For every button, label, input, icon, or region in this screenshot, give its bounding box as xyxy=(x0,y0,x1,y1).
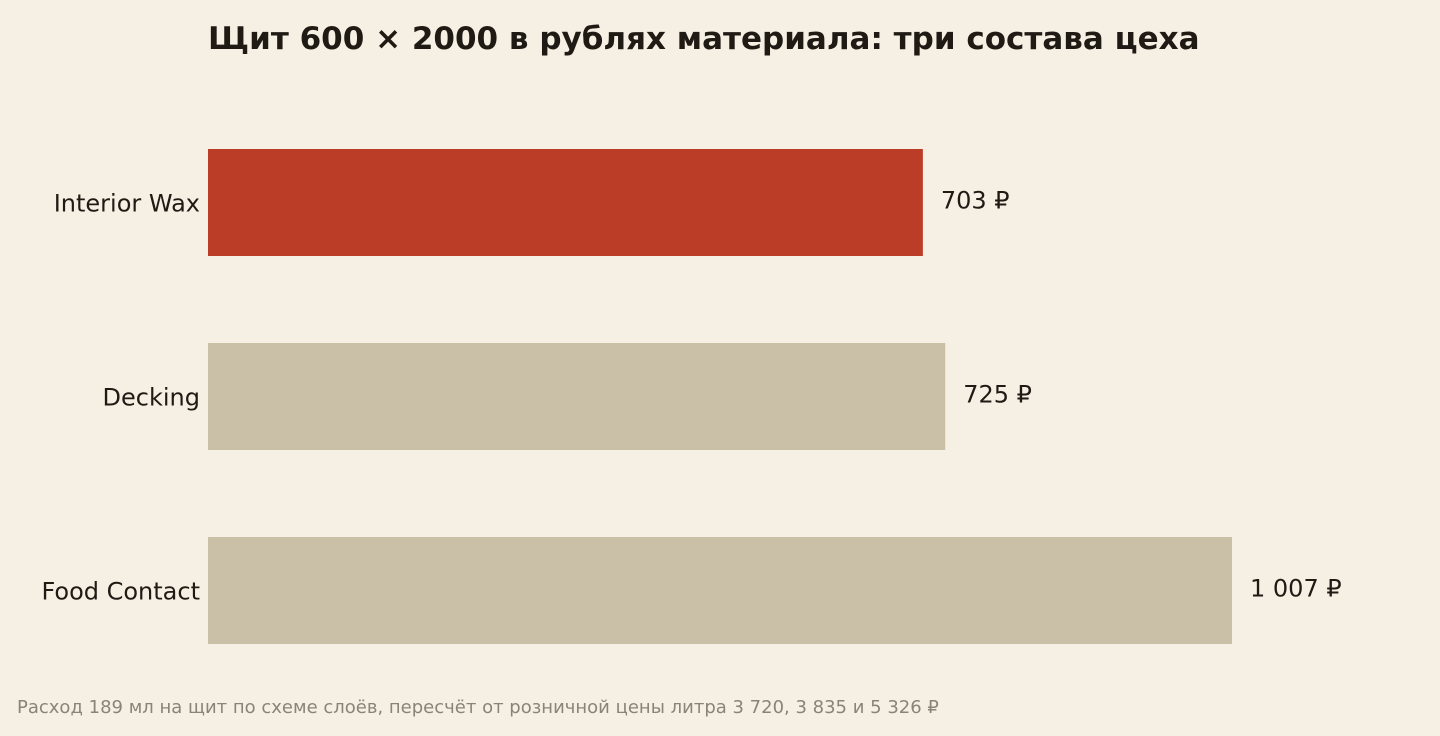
value-label-interior-wax: 703 ₽ xyxy=(941,187,1010,215)
value-label-food-contact: 1 007 ₽ xyxy=(1250,575,1342,603)
bar-decking xyxy=(208,343,946,450)
bar-food-contact xyxy=(208,537,1232,644)
category-label-interior-wax: Interior Wax xyxy=(54,190,200,218)
bar-interior-wax xyxy=(208,149,923,256)
value-label-decking: 725 ₽ xyxy=(963,381,1032,409)
category-label-food-contact: Food Contact xyxy=(41,578,200,606)
category-label-decking: Decking xyxy=(103,384,200,412)
chart-title: Щит 600 × 2000 в рублях материала: три с… xyxy=(208,21,1200,57)
chart-footnote: Расход 189 мл на щит по схеме слоёв, пер… xyxy=(17,697,939,718)
